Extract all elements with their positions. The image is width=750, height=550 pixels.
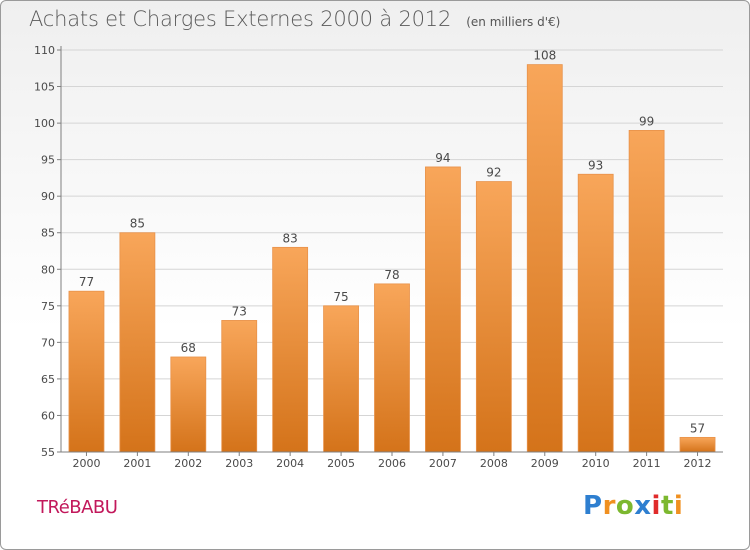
y-tick-label: 105 <box>34 81 55 94</box>
bar-value-label: 94 <box>435 151 450 165</box>
bar <box>170 356 207 453</box>
bar-value-label: 73 <box>232 304 247 318</box>
y-tick-label: 95 <box>41 154 55 167</box>
logo-letter: x <box>634 491 652 521</box>
proxiti-logo: Proxiti <box>583 491 683 521</box>
bar <box>577 173 614 453</box>
axes: 55 60 65 70 75 80 85 90 95 100 105 110 2000 2001 2002 2… <box>34 44 723 470</box>
x-tick-label: 2006 <box>378 457 406 470</box>
bar <box>475 181 512 453</box>
y-tick-label: 85 <box>41 227 55 240</box>
x-tick-label: 2012 <box>684 457 712 470</box>
x-tick-label: 2001 <box>123 457 151 470</box>
bar <box>272 246 309 453</box>
chart-subtitle: (en milliers d'€) <box>466 15 561 29</box>
x-tick-label: 2005 <box>327 457 355 470</box>
commune-name: TRéBABU <box>37 497 118 518</box>
logo-letter: i <box>673 491 684 521</box>
bar <box>628 129 665 453</box>
x-tick-label: 2004 <box>276 457 304 470</box>
y-tick-label: 75 <box>41 300 55 313</box>
bar-value-label: 68 <box>181 341 196 355</box>
bar <box>119 232 156 453</box>
bar-value-label: 75 <box>333 290 348 304</box>
y-tick-label: 110 <box>34 44 55 57</box>
bar <box>323 305 359 453</box>
logo-letter: r <box>602 491 616 521</box>
x-tick-label: 2009 <box>531 457 559 470</box>
x-tick-label: 2011 <box>633 457 661 470</box>
y-tick-label: 80 <box>41 263 55 276</box>
bar <box>679 436 716 453</box>
x-tick-label: 2002 <box>174 457 202 470</box>
bar <box>374 283 410 453</box>
y-tick-label: 100 <box>34 117 55 130</box>
logo-letter: t <box>660 491 674 521</box>
x-tick-label: 2007 <box>429 457 457 470</box>
bar-value-label: 93 <box>588 158 603 172</box>
chart-title: Achats et Charges Externes 2000 à 2012 <box>29 7 452 31</box>
y-tick-label: 70 <box>41 336 55 349</box>
logo-letter: i <box>651 491 661 521</box>
title-block: Achats et Charges Externes 2000 à 2012 (… <box>29 7 560 31</box>
logo-letter: P <box>583 491 603 521</box>
x-tick-label: 2010 <box>582 457 610 470</box>
bar-value-label: 85 <box>130 217 145 231</box>
x-tick-label: 2000 <box>72 457 100 470</box>
bar <box>526 64 563 453</box>
bar-value-label: 108 <box>533 49 556 63</box>
y-tick-label: 90 <box>41 190 55 203</box>
bar-value-label: 83 <box>283 231 298 245</box>
bar-value-label: 57 <box>690 421 705 435</box>
y-tick-label: 60 <box>41 409 55 422</box>
x-tick-label: 2008 <box>480 457 508 470</box>
logo-letter: o <box>615 491 635 521</box>
y-tick-label: 55 <box>41 446 55 459</box>
x-tick-label: 2003 <box>225 457 253 470</box>
bar <box>68 290 105 453</box>
bar <box>425 166 461 453</box>
bar-value-label: 77 <box>79 275 94 289</box>
bars: 77 85 68 73 83 75 78 94 92 108 93 99 57 <box>68 49 716 453</box>
bar-value-label: 99 <box>639 114 654 128</box>
bar <box>221 320 258 453</box>
y-tick-label: 65 <box>41 373 55 386</box>
bar-value-label: 92 <box>486 166 501 180</box>
bar-value-label: 78 <box>384 268 399 282</box>
